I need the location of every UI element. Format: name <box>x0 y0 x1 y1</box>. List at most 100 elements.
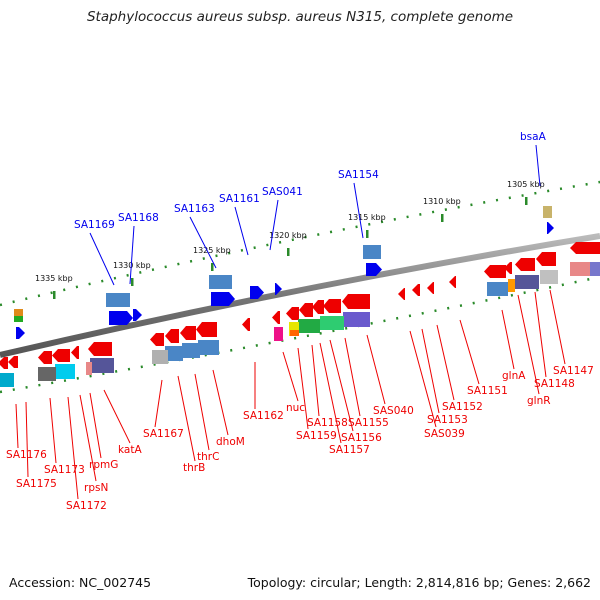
reverse-gene-label[interactable]: SAS040 <box>373 405 414 417</box>
reverse-gene-arrow[interactable] <box>196 322 217 337</box>
reverse-gene-arrow[interactable] <box>427 282 434 294</box>
forward-gene-label[interactable]: SA1168 <box>118 212 159 224</box>
reverse-gene-box[interactable] <box>0 373 14 387</box>
reverse-gene-box[interactable] <box>38 367 56 381</box>
reverse-gene-arrow[interactable] <box>165 329 179 343</box>
reverse-gene-leader <box>421 328 440 414</box>
reverse-gene-box[interactable] <box>298 319 320 333</box>
forward-gene-label[interactable]: SAS041 <box>262 186 303 198</box>
reverse-gene-label[interactable]: SA1152 <box>442 401 483 413</box>
reverse-gene-label[interactable]: SA1162 <box>243 410 284 422</box>
reverse-gene-box[interactable] <box>290 330 299 336</box>
reverse-gene-arrow[interactable] <box>52 349 70 362</box>
reverse-gene-arrow[interactable] <box>312 300 324 314</box>
reverse-gene-box[interactable] <box>90 358 114 373</box>
reverse-gene-box[interactable] <box>55 364 75 379</box>
reverse-gene-arrow[interactable] <box>449 276 456 288</box>
reverse-gene-box[interactable] <box>540 270 558 284</box>
reverse-gene-label[interactable]: SA1176 <box>6 449 47 461</box>
reverse-gene-box[interactable] <box>198 340 219 355</box>
reverse-gene-arrow[interactable] <box>88 342 112 356</box>
reverse-gene-arrow[interactable] <box>286 307 299 320</box>
reverse-gene-arrow[interactable] <box>71 346 79 359</box>
reverse-gene-label[interactable]: glnA <box>502 370 526 382</box>
forward-gene-leader <box>535 144 541 187</box>
forward-gene-box[interactable] <box>209 275 232 289</box>
reverse-gene-arrow[interactable] <box>504 262 512 274</box>
reverse-gene-label[interactable]: SA1167 <box>143 428 184 440</box>
reverse-gene-label[interactable]: SA1155 <box>348 417 389 429</box>
reverse-gene-box[interactable] <box>487 282 508 296</box>
forward-gene-arrow[interactable] <box>275 283 282 295</box>
reverse-gene-label[interactable]: SA1148 <box>534 378 575 390</box>
reverse-gene-label[interactable]: SAS039 <box>424 428 465 440</box>
reverse-gene-box[interactable] <box>274 327 283 341</box>
reverse-gene-box[interactable] <box>289 322 299 336</box>
reverse-gene-box[interactable] <box>570 262 590 276</box>
reverse-gene-arrow[interactable] <box>398 288 405 300</box>
reverse-gene-arrow[interactable] <box>484 265 506 278</box>
reverse-gene-arrow[interactable] <box>570 242 600 254</box>
reverse-gene-arrow[interactable] <box>150 333 164 346</box>
reverse-gene-label[interactable]: rpsN <box>84 482 108 494</box>
reverse-gene-arrow[interactable] <box>536 252 556 266</box>
forward-gene-box[interactable] <box>363 245 381 259</box>
reverse-gene-label[interactable]: SA1147 <box>553 365 594 377</box>
reverse-gene-arrow[interactable] <box>8 356 18 368</box>
forward-gene-label[interactable]: bsaA <box>520 131 547 143</box>
reverse-gene-label[interactable]: SA1151 <box>467 385 508 397</box>
reverse-gene-arrow[interactable] <box>242 318 250 331</box>
reverse-gene-label[interactable]: SA1158 <box>307 417 348 429</box>
reverse-gene-arrow[interactable] <box>515 258 535 271</box>
reverse-gene-arrow[interactable] <box>272 311 280 324</box>
kbp-tick-mark <box>441 214 444 222</box>
forward-gene-label[interactable]: SA1169 <box>74 219 115 231</box>
forward-gene-arrow[interactable] <box>109 311 133 325</box>
reverse-gene-arrow[interactable] <box>323 299 341 313</box>
forward-gene-label[interactable]: SA1163 <box>174 203 215 215</box>
forward-gene-arrow[interactable] <box>250 286 264 299</box>
forward-gene-label[interactable]: SA1161 <box>219 193 260 205</box>
reverse-gene-label[interactable]: SA1153 <box>427 414 468 426</box>
reverse-gene-leader <box>154 379 163 428</box>
reverse-gene-label[interactable]: dhoM <box>216 436 245 448</box>
reverse-gene-label[interactable]: SA1156 <box>341 432 382 444</box>
kbp-tick-label: 1320 kbp <box>269 231 307 240</box>
reverse-gene-label[interactable]: katA <box>118 444 142 456</box>
forward-gene-arrow[interactable] <box>211 292 235 306</box>
reverse-gene-label[interactable]: rpmG <box>89 459 118 471</box>
reverse-gene-label[interactable]: thrB <box>183 462 205 474</box>
forward-gene-arrow[interactable] <box>547 222 554 234</box>
reverse-gene-label[interactable]: nuc <box>286 402 305 414</box>
reverse-gene-box[interactable] <box>320 316 344 330</box>
reverse-gene-box[interactable] <box>343 312 370 327</box>
reverse-gene-box[interactable] <box>152 350 168 364</box>
forward-gene-arrow[interactable] <box>366 263 382 276</box>
reverse-gene-label[interactable]: SA1159 <box>296 430 337 442</box>
forward-gene-box[interactable] <box>106 293 130 307</box>
forward-gene-box[interactable] <box>543 206 552 218</box>
reverse-gene-label[interactable]: SA1157 <box>329 444 370 456</box>
forward-gene-arrow[interactable] <box>133 309 142 321</box>
reverse-gene-arrow[interactable] <box>299 303 313 317</box>
forward-gene-label[interactable]: SA1154 <box>338 169 379 181</box>
reverse-gene-arrow[interactable] <box>38 351 52 364</box>
reverse-gene-arrow[interactable] <box>180 326 196 340</box>
reverse-gene-arrow[interactable] <box>412 284 420 296</box>
reverse-gene-label[interactable]: SA1173 <box>44 464 85 476</box>
reverse-gene-box[interactable] <box>182 343 200 358</box>
forward-gene-leader <box>89 232 115 286</box>
forward-gene-arrow[interactable] <box>16 327 25 339</box>
reverse-gene-label[interactable]: thrC <box>197 451 219 463</box>
reverse-gene-box[interactable] <box>86 362 92 375</box>
reverse-gene-arrow[interactable] <box>0 357 8 369</box>
forward-gene-box[interactable] <box>14 316 23 322</box>
reverse-gene-box[interactable] <box>515 275 539 289</box>
reverse-gene-label[interactable]: SA1172 <box>66 500 107 512</box>
reverse-gene-box[interactable] <box>508 279 515 292</box>
forward-gene-box[interactable] <box>14 309 23 322</box>
reverse-gene-label[interactable]: SA1175 <box>16 478 57 490</box>
reverse-gene-arrow[interactable] <box>342 294 370 309</box>
reverse-gene-box[interactable] <box>165 346 183 361</box>
reverse-gene-label[interactable]: glnR <box>527 395 551 407</box>
